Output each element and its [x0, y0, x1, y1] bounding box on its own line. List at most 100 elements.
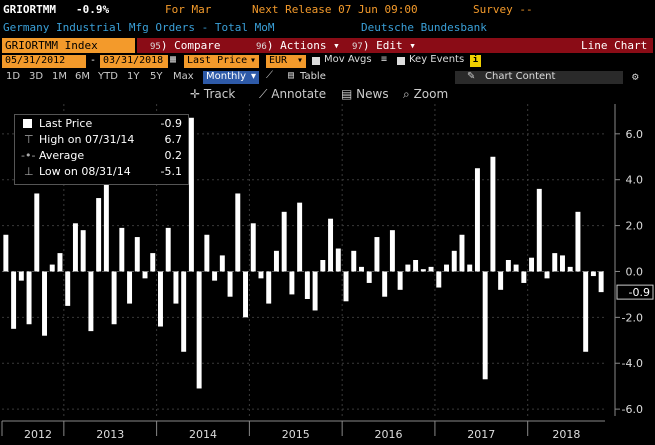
calendar-icon[interactable]: ▦: [170, 54, 177, 65]
bar: [42, 271, 47, 336]
news-button[interactable]: ▤ News: [341, 87, 389, 101]
tool-bar: ✛ Track ⟋ Annotate ▤ News ⌕ Zoom: [0, 86, 655, 104]
bar: [11, 271, 17, 329]
start-date-field[interactable]: 05/31/2012: [2, 55, 86, 68]
bar: [49, 264, 55, 272]
change-value: -0.9%: [76, 3, 110, 16]
bar: [351, 250, 357, 272]
chevron-down-icon: ▾: [296, 55, 303, 66]
bar: [235, 193, 241, 272]
bar: [165, 227, 171, 272]
period-5y[interactable]: 5Y: [150, 71, 163, 82]
y-tick-label: 0.0: [626, 265, 644, 278]
chevron-down-icon: ▾: [409, 39, 416, 52]
bar: [420, 269, 426, 272]
period-bar: 1D 3D 1M 6M YTD 1Y 5Y Max Monthly ▾ ⟋ ▤ Table ✎…: [0, 70, 655, 86]
x-tick-label: 2018: [552, 428, 580, 441]
high-marker-icon: ⊤: [24, 133, 34, 146]
security-description: Germany Industrial Mfg Orders - Total Mo…: [3, 21, 275, 34]
y-tick-label: 6.0: [626, 128, 644, 141]
field-select[interactable]: Last Price ▾: [184, 55, 259, 68]
ticker: GRIORTMM: [3, 3, 56, 16]
edit-menu[interactable]: 97) Edit ▾: [352, 39, 416, 52]
currency-select[interactable]: EUR ▾: [266, 55, 306, 68]
frequency-select[interactable]: Monthly ▾: [203, 71, 259, 84]
bar: [490, 156, 496, 272]
period-1m[interactable]: 1M: [52, 71, 67, 82]
key-events-checkbox[interactable]: [397, 57, 405, 65]
bar: [188, 117, 194, 272]
bar: [65, 271, 71, 306]
table-button[interactable]: Table: [300, 71, 326, 82]
zoom-button[interactable]: ⌕ Zoom: [403, 87, 449, 101]
table-icon[interactable]: ▤: [288, 70, 295, 81]
bar: [467, 264, 473, 272]
series-swatch-icon: [23, 119, 32, 128]
bar: [273, 250, 279, 272]
x-tick-label: 2016: [375, 428, 403, 441]
draw-line-icon[interactable]: ⟋: [266, 70, 273, 81]
compare-menu[interactable]: 95) Compare: [150, 39, 221, 52]
period-1y[interactable]: 1Y: [127, 71, 140, 82]
bar: [544, 271, 550, 279]
actions-menu[interactable]: 96) Actions ▾: [256, 39, 340, 52]
bar: [96, 198, 102, 272]
last-value-tag: [616, 284, 654, 300]
pencil-icon: ⟋: [259, 87, 268, 101]
chart-legend: Last Price -0.9 ⊤ High on 07/31/14 6.7 -…: [14, 114, 189, 185]
bar: [134, 237, 140, 272]
chevron-down-icon: ▾: [249, 55, 256, 66]
bar: [150, 253, 156, 272]
legend-high: ⊤ High on 07/31/14 6.7: [24, 133, 182, 146]
info-icon[interactable]: i: [470, 55, 481, 67]
x-tick-label: 2017: [467, 428, 495, 441]
period-3d[interactable]: 3D: [29, 71, 44, 82]
gear-icon[interactable]: ⚙: [632, 70, 639, 83]
period-ytd[interactable]: YTD: [98, 71, 118, 82]
chevron-down-icon: ▾: [333, 39, 340, 52]
bar: [397, 271, 403, 290]
chevron-down-icon: ▾: [250, 71, 256, 82]
bar: [57, 253, 63, 272]
bar: [281, 211, 287, 272]
menu-bar: [137, 38, 653, 53]
action-bar: GRIORTMM Index 95) Compare 96) Actions ▾…: [0, 37, 655, 54]
bar: [304, 271, 310, 299]
annotate-button[interactable]: ⟋ Annotate: [259, 87, 327, 101]
bar: [3, 234, 9, 272]
crosshair-icon: ✛: [190, 87, 201, 101]
bar: [583, 271, 589, 352]
bar: [328, 218, 334, 272]
bar: [389, 230, 395, 272]
bar: [119, 227, 125, 272]
y-tick-label: -6.0: [622, 403, 643, 416]
bar: [250, 223, 256, 272]
track-button[interactable]: ✛ Track: [190, 87, 236, 101]
bar: [405, 264, 411, 272]
bar: [474, 168, 480, 272]
chart-content-button[interactable]: ✎ Chart Content: [455, 71, 623, 84]
period-6m[interactable]: 6M: [75, 71, 90, 82]
end-date-field[interactable]: 03/31/2018: [100, 55, 168, 68]
bar: [88, 271, 94, 332]
bar: [181, 271, 187, 352]
legend-average: -•- Average 0.2: [21, 149, 182, 162]
header-bar: GRIORTMM -0.9% For Mar Next Release 07 J…: [0, 0, 655, 20]
bar: [513, 264, 519, 272]
x-tick-label: 2012: [24, 428, 52, 441]
bar: [320, 260, 326, 272]
legend-last: Last Price -0.9: [21, 117, 182, 132]
security-field[interactable]: GRIORTMM Index: [2, 38, 135, 53]
y-tick-label: 2.0: [626, 220, 644, 233]
magnifier-icon: ⌕: [403, 87, 410, 101]
period-1d[interactable]: 1D: [6, 71, 21, 82]
x-tick-label: 2015: [282, 428, 310, 441]
low-marker-icon: ⊥: [24, 165, 34, 178]
bar: [560, 255, 565, 272]
settings-icon[interactable]: ≡: [381, 54, 388, 65]
y-tick-label: 4.0: [626, 174, 644, 187]
bar: [413, 260, 419, 272]
mov-avgs-checkbox[interactable]: [312, 57, 320, 65]
period-max[interactable]: Max: [173, 71, 194, 82]
bar: [575, 211, 581, 272]
